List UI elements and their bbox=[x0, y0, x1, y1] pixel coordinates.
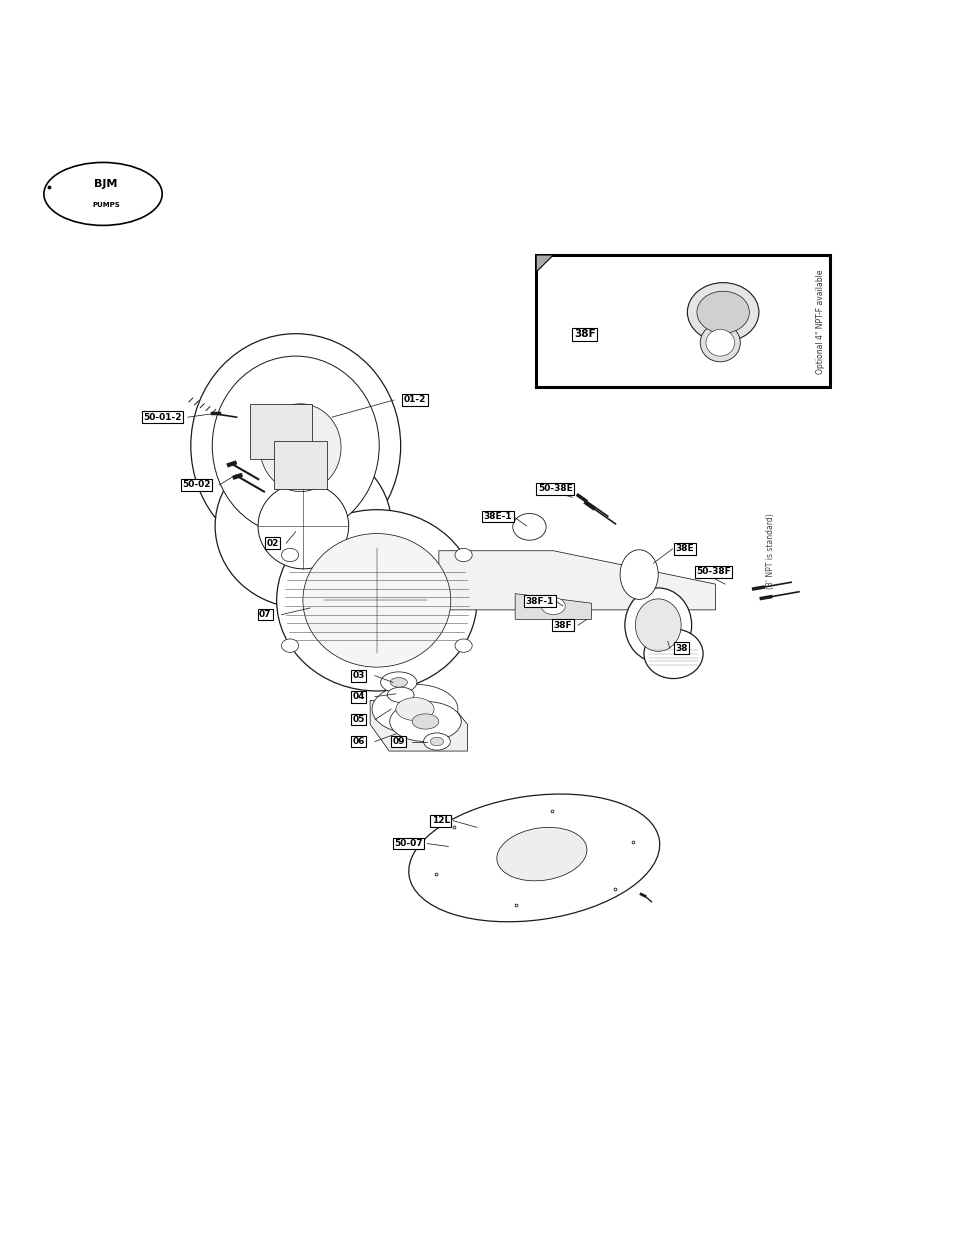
Text: 50-07: 50-07 bbox=[394, 839, 422, 848]
Ellipse shape bbox=[430, 737, 443, 746]
Text: BJM: BJM bbox=[94, 179, 117, 189]
Ellipse shape bbox=[643, 629, 702, 678]
Ellipse shape bbox=[390, 701, 461, 741]
Polygon shape bbox=[536, 254, 829, 387]
Text: 38F-1: 38F-1 bbox=[525, 597, 554, 606]
Ellipse shape bbox=[455, 638, 472, 652]
Ellipse shape bbox=[372, 684, 457, 734]
Ellipse shape bbox=[395, 698, 434, 720]
Polygon shape bbox=[515, 594, 591, 620]
Ellipse shape bbox=[455, 548, 472, 562]
Ellipse shape bbox=[259, 404, 341, 492]
Polygon shape bbox=[438, 551, 715, 610]
Text: 06: 06 bbox=[353, 737, 364, 746]
Ellipse shape bbox=[541, 598, 564, 615]
Ellipse shape bbox=[387, 687, 414, 703]
Ellipse shape bbox=[423, 732, 450, 750]
Ellipse shape bbox=[380, 672, 416, 693]
Ellipse shape bbox=[212, 356, 378, 536]
Text: 38E: 38E bbox=[675, 545, 694, 553]
Polygon shape bbox=[370, 700, 467, 751]
Ellipse shape bbox=[513, 514, 546, 540]
Text: 07: 07 bbox=[258, 610, 272, 619]
Text: 03: 03 bbox=[353, 671, 364, 680]
Ellipse shape bbox=[705, 330, 734, 356]
Ellipse shape bbox=[281, 638, 298, 652]
Ellipse shape bbox=[412, 714, 438, 729]
Text: 38F: 38F bbox=[574, 330, 595, 340]
Text: 50-38E: 50-38E bbox=[537, 484, 572, 493]
Text: 12L: 12L bbox=[431, 816, 450, 825]
Ellipse shape bbox=[619, 550, 658, 599]
Ellipse shape bbox=[390, 678, 407, 687]
Polygon shape bbox=[274, 441, 326, 489]
Text: (3' NPT is standard): (3' NPT is standard) bbox=[765, 513, 775, 589]
Ellipse shape bbox=[214, 443, 391, 608]
Ellipse shape bbox=[281, 548, 298, 562]
Text: 01-2: 01-2 bbox=[403, 395, 426, 405]
Text: 50-02: 50-02 bbox=[182, 480, 211, 489]
Text: 04: 04 bbox=[352, 692, 365, 701]
Ellipse shape bbox=[686, 283, 759, 342]
Ellipse shape bbox=[44, 163, 162, 226]
Text: 50-01-2: 50-01-2 bbox=[143, 412, 181, 421]
Ellipse shape bbox=[635, 599, 680, 651]
Text: 38E-1: 38E-1 bbox=[483, 511, 512, 521]
Text: PUMPS: PUMPS bbox=[91, 203, 120, 209]
Ellipse shape bbox=[257, 483, 349, 569]
Text: 38: 38 bbox=[674, 643, 687, 652]
Polygon shape bbox=[536, 254, 553, 272]
Ellipse shape bbox=[696, 291, 749, 333]
Ellipse shape bbox=[624, 588, 691, 662]
Ellipse shape bbox=[191, 333, 400, 558]
Text: 38F: 38F bbox=[553, 621, 572, 630]
Text: 09: 09 bbox=[392, 737, 405, 746]
Ellipse shape bbox=[303, 534, 451, 667]
Text: 05: 05 bbox=[353, 715, 364, 724]
Text: 50-38F: 50-38F bbox=[696, 567, 730, 577]
Ellipse shape bbox=[700, 324, 740, 362]
Ellipse shape bbox=[497, 827, 586, 881]
Text: Optional 4" NPT-F available: Optional 4" NPT-F available bbox=[815, 269, 824, 374]
Polygon shape bbox=[250, 404, 313, 459]
Ellipse shape bbox=[408, 794, 659, 921]
Text: 02: 02 bbox=[267, 538, 278, 547]
Ellipse shape bbox=[276, 510, 476, 690]
